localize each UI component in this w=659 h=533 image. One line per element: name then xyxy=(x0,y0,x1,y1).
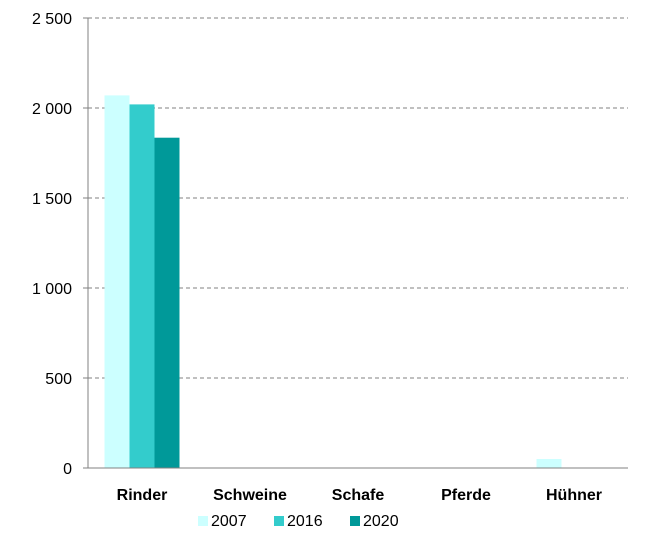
y-tick-label: 2 500 xyxy=(32,11,72,28)
legend-label: 2016 xyxy=(287,513,323,530)
category-label: Schweine xyxy=(213,487,287,504)
y-tick-label: 2 000 xyxy=(32,101,72,118)
legend-swatch xyxy=(274,516,284,526)
bar-hühner-2007 xyxy=(536,459,562,468)
legend-swatch xyxy=(198,516,208,526)
bar-rinder-2020 xyxy=(154,137,180,468)
bar-rinder-2007 xyxy=(104,95,130,469)
x-axis-categories: Rinder Schweine Schafe Pferde Hühner xyxy=(117,487,602,504)
category-label: Hühner xyxy=(546,487,602,504)
category-label: Schafe xyxy=(332,487,385,504)
category-label: Rinder xyxy=(117,487,168,504)
y-tick-label: 1 000 xyxy=(32,281,72,298)
y-tick-label: 1 500 xyxy=(32,191,72,208)
y-axis-ticks: 0 500 1 000 1 500 2 000 2 500 xyxy=(32,11,88,478)
legend: 2007 2016 2020 xyxy=(198,513,399,530)
category-label: Pferde xyxy=(441,487,491,504)
legend-swatch xyxy=(350,516,360,526)
bars xyxy=(104,95,562,469)
legend-label: 2020 xyxy=(363,513,399,530)
y-tick-label: 0 xyxy=(63,461,72,478)
legend-label: 2007 xyxy=(211,513,247,530)
gridlines xyxy=(88,17,628,379)
y-tick-label: 500 xyxy=(45,371,72,388)
bar-rinder-2016 xyxy=(129,104,155,469)
